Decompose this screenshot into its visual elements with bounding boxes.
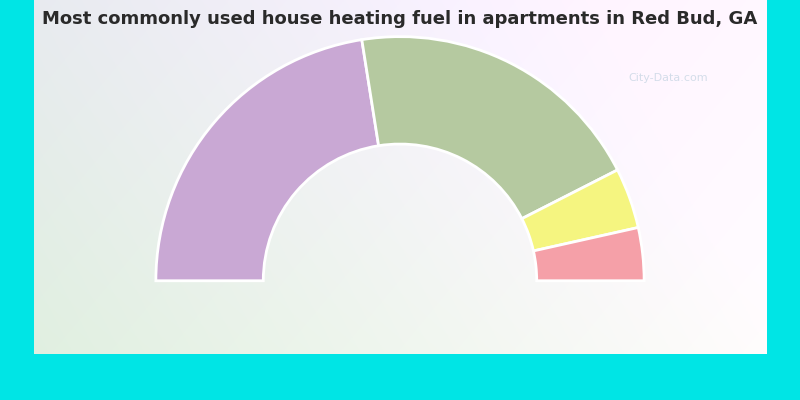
Wedge shape [156,40,378,281]
Wedge shape [362,37,618,219]
Text: City-Data.com: City-Data.com [629,73,708,83]
Wedge shape [522,170,638,251]
Text: Most commonly used house heating fuel in apartments in Red Bud, GA: Most commonly used house heating fuel in… [42,10,758,28]
Wedge shape [534,228,644,281]
